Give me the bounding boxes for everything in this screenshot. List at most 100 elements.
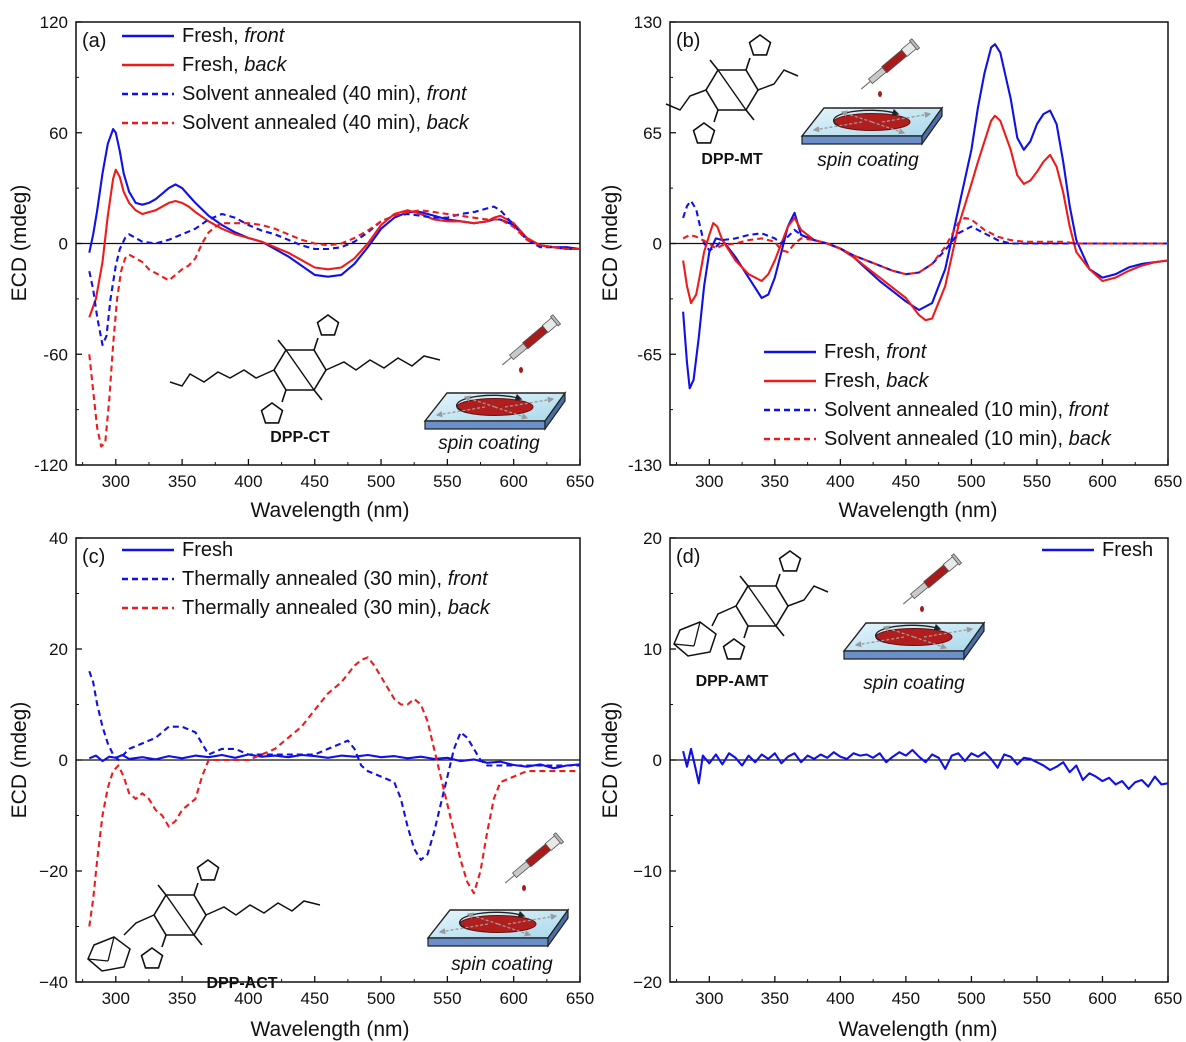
x-tick-label: 550: [1023, 472, 1051, 491]
spin-coating-illustration: spin coating: [844, 553, 984, 694]
x-tick-label: 650: [566, 472, 594, 491]
molecule-structure: DPP-CT: [169, 314, 441, 446]
y-tick-label: 20: [49, 640, 68, 659]
spin-coating-caption: spin coating: [438, 433, 540, 454]
x-tick-label: 600: [499, 989, 527, 1008]
x-tick-label: 550: [433, 989, 461, 1008]
x-tick-label: 550: [1023, 989, 1051, 1008]
legend-entry: Fresh: [1102, 539, 1153, 561]
series-line: [682, 114, 1169, 322]
series-line: [682, 747, 1169, 790]
legend-entry: Solvent annealed (10 min), back: [824, 428, 1112, 450]
legend: Fresh, front Fresh, back Solvent annealed …: [764, 341, 1112, 450]
spin-coating-illustration: spin coating: [428, 832, 568, 975]
y-tick-label: −20: [633, 973, 662, 992]
x-tick-label: 350: [168, 989, 196, 1008]
y-tick-label: 20: [643, 529, 662, 548]
y-tick-label: −20: [39, 862, 68, 881]
x-tick-label: 400: [234, 472, 262, 491]
spin-coating-illustration: spin coating: [802, 38, 942, 171]
x-axis-title: Wavelength (nm): [250, 1018, 409, 1041]
x-axis-title: Wavelength (nm): [838, 1018, 997, 1041]
x-tick-label: 500: [957, 472, 985, 491]
molecule-name: DPP-ACT: [206, 975, 277, 992]
panel-label: (d): [676, 546, 700, 568]
legend-entry: Thermally annealed (30 min), back: [182, 597, 491, 619]
spin-coating-caption: spin coating: [451, 954, 553, 975]
x-tick-label: 300: [695, 472, 723, 491]
series-line: [682, 199, 1168, 276]
x-tick-label: 500: [367, 989, 395, 1008]
series-line: [88, 670, 580, 861]
molecule-name: DPP-AMT: [696, 673, 769, 690]
y-tick-label: 0: [653, 235, 662, 254]
legend-entry: Solvent annealed (40 min), back: [182, 112, 470, 134]
x-tick-label: 350: [168, 472, 196, 491]
molecule-structure: DPP-AMT: [673, 550, 829, 690]
y-tick-label: 0: [653, 751, 662, 770]
x-tick-label: 650: [1154, 472, 1182, 491]
y-axis-title: ECD (mdeg): [8, 185, 31, 302]
legend-entry: Solvent annealed (10 min), front: [824, 399, 1110, 421]
axis-ticks: 300 350 400 450 500 550 600 650 -120 -60 0 60 120: [34, 13, 594, 491]
spin-coating-caption: spin coating: [863, 673, 965, 694]
x-tick-label: 400: [826, 989, 854, 1008]
series-line: [88, 656, 580, 927]
x-tick-label: 300: [102, 989, 130, 1008]
molecule-name: DPP-CT: [270, 429, 330, 446]
x-tick-label: 450: [301, 989, 329, 1008]
x-tick-label: 600: [1088, 989, 1116, 1008]
x-tick-label: 500: [367, 472, 395, 491]
y-tick-label: 130: [634, 13, 662, 32]
y-tick-label: -120: [34, 456, 68, 475]
x-tick-label: 550: [433, 472, 461, 491]
y-tick-label: -60: [43, 345, 68, 364]
x-tick-label: 450: [892, 989, 920, 1008]
x-axis-title: Wavelength (nm): [838, 499, 997, 522]
molecule-structure: DPP-ACT: [87, 859, 321, 992]
spin-coating-caption: spin coating: [817, 150, 919, 171]
x-tick-label: 400: [826, 472, 854, 491]
y-axis-title: ECD (mdeg): [599, 702, 622, 819]
legend-entry: Fresh, back: [182, 54, 287, 76]
series-layer: [682, 43, 1169, 390]
legend-entry: Thermally annealed (30 min), front: [182, 568, 489, 590]
y-tick-label: -130: [628, 456, 662, 475]
x-tick-label: 350: [761, 472, 789, 491]
series-line: [88, 209, 580, 448]
axis-ticks: 300 350 400 450 500 550 600 650 -130 -65 0 65 130: [628, 13, 1182, 491]
y-tick-label: 40: [49, 529, 68, 548]
spin-coating-illustration: spin coating: [425, 314, 565, 454]
y-tick-label: 10: [643, 640, 662, 659]
legend-entry: Fresh, front: [824, 341, 928, 363]
series-layer: [88, 128, 581, 448]
legend-entry: Solvent annealed (40 min), front: [182, 83, 468, 105]
legend: Fresh: [1042, 539, 1153, 561]
x-tick-label: 300: [695, 989, 723, 1008]
panel-a: 300 350 400 450 500 550 600 650 -120 -60 0 60 120 (a…: [8, 13, 594, 522]
y-tick-label: 0: [59, 751, 68, 770]
x-tick-label: 400: [234, 989, 262, 1008]
panel-label: (b): [676, 30, 700, 52]
series-layer: [682, 747, 1169, 790]
molecule-structure: DPP-MT: [665, 34, 799, 168]
y-tick-label: 120: [40, 13, 68, 32]
x-axis-title: Wavelength (nm): [250, 499, 409, 522]
series-line: [88, 753, 581, 770]
y-tick-label: 60: [49, 124, 68, 143]
legend: Fresh Thermally annealed (30 min), front T…: [122, 539, 491, 619]
axis-ticks: 300 350 400 450 500 550 600 650 −20 −10 0 10 20: [633, 529, 1182, 1008]
x-tick-label: 450: [301, 472, 329, 491]
series-line: [88, 128, 581, 278]
y-tick-label: −10: [633, 862, 662, 881]
x-tick-label: 650: [566, 989, 594, 1008]
legend-entry: Fresh, back: [824, 370, 929, 392]
molecule-name: DPP-MT: [701, 151, 763, 168]
y-tick-label: 0: [59, 235, 68, 254]
x-tick-label: 450: [892, 472, 920, 491]
y-tick-label: -65: [637, 345, 662, 364]
y-tick-label: −40: [39, 973, 68, 992]
y-tick-label: 65: [643, 124, 662, 143]
